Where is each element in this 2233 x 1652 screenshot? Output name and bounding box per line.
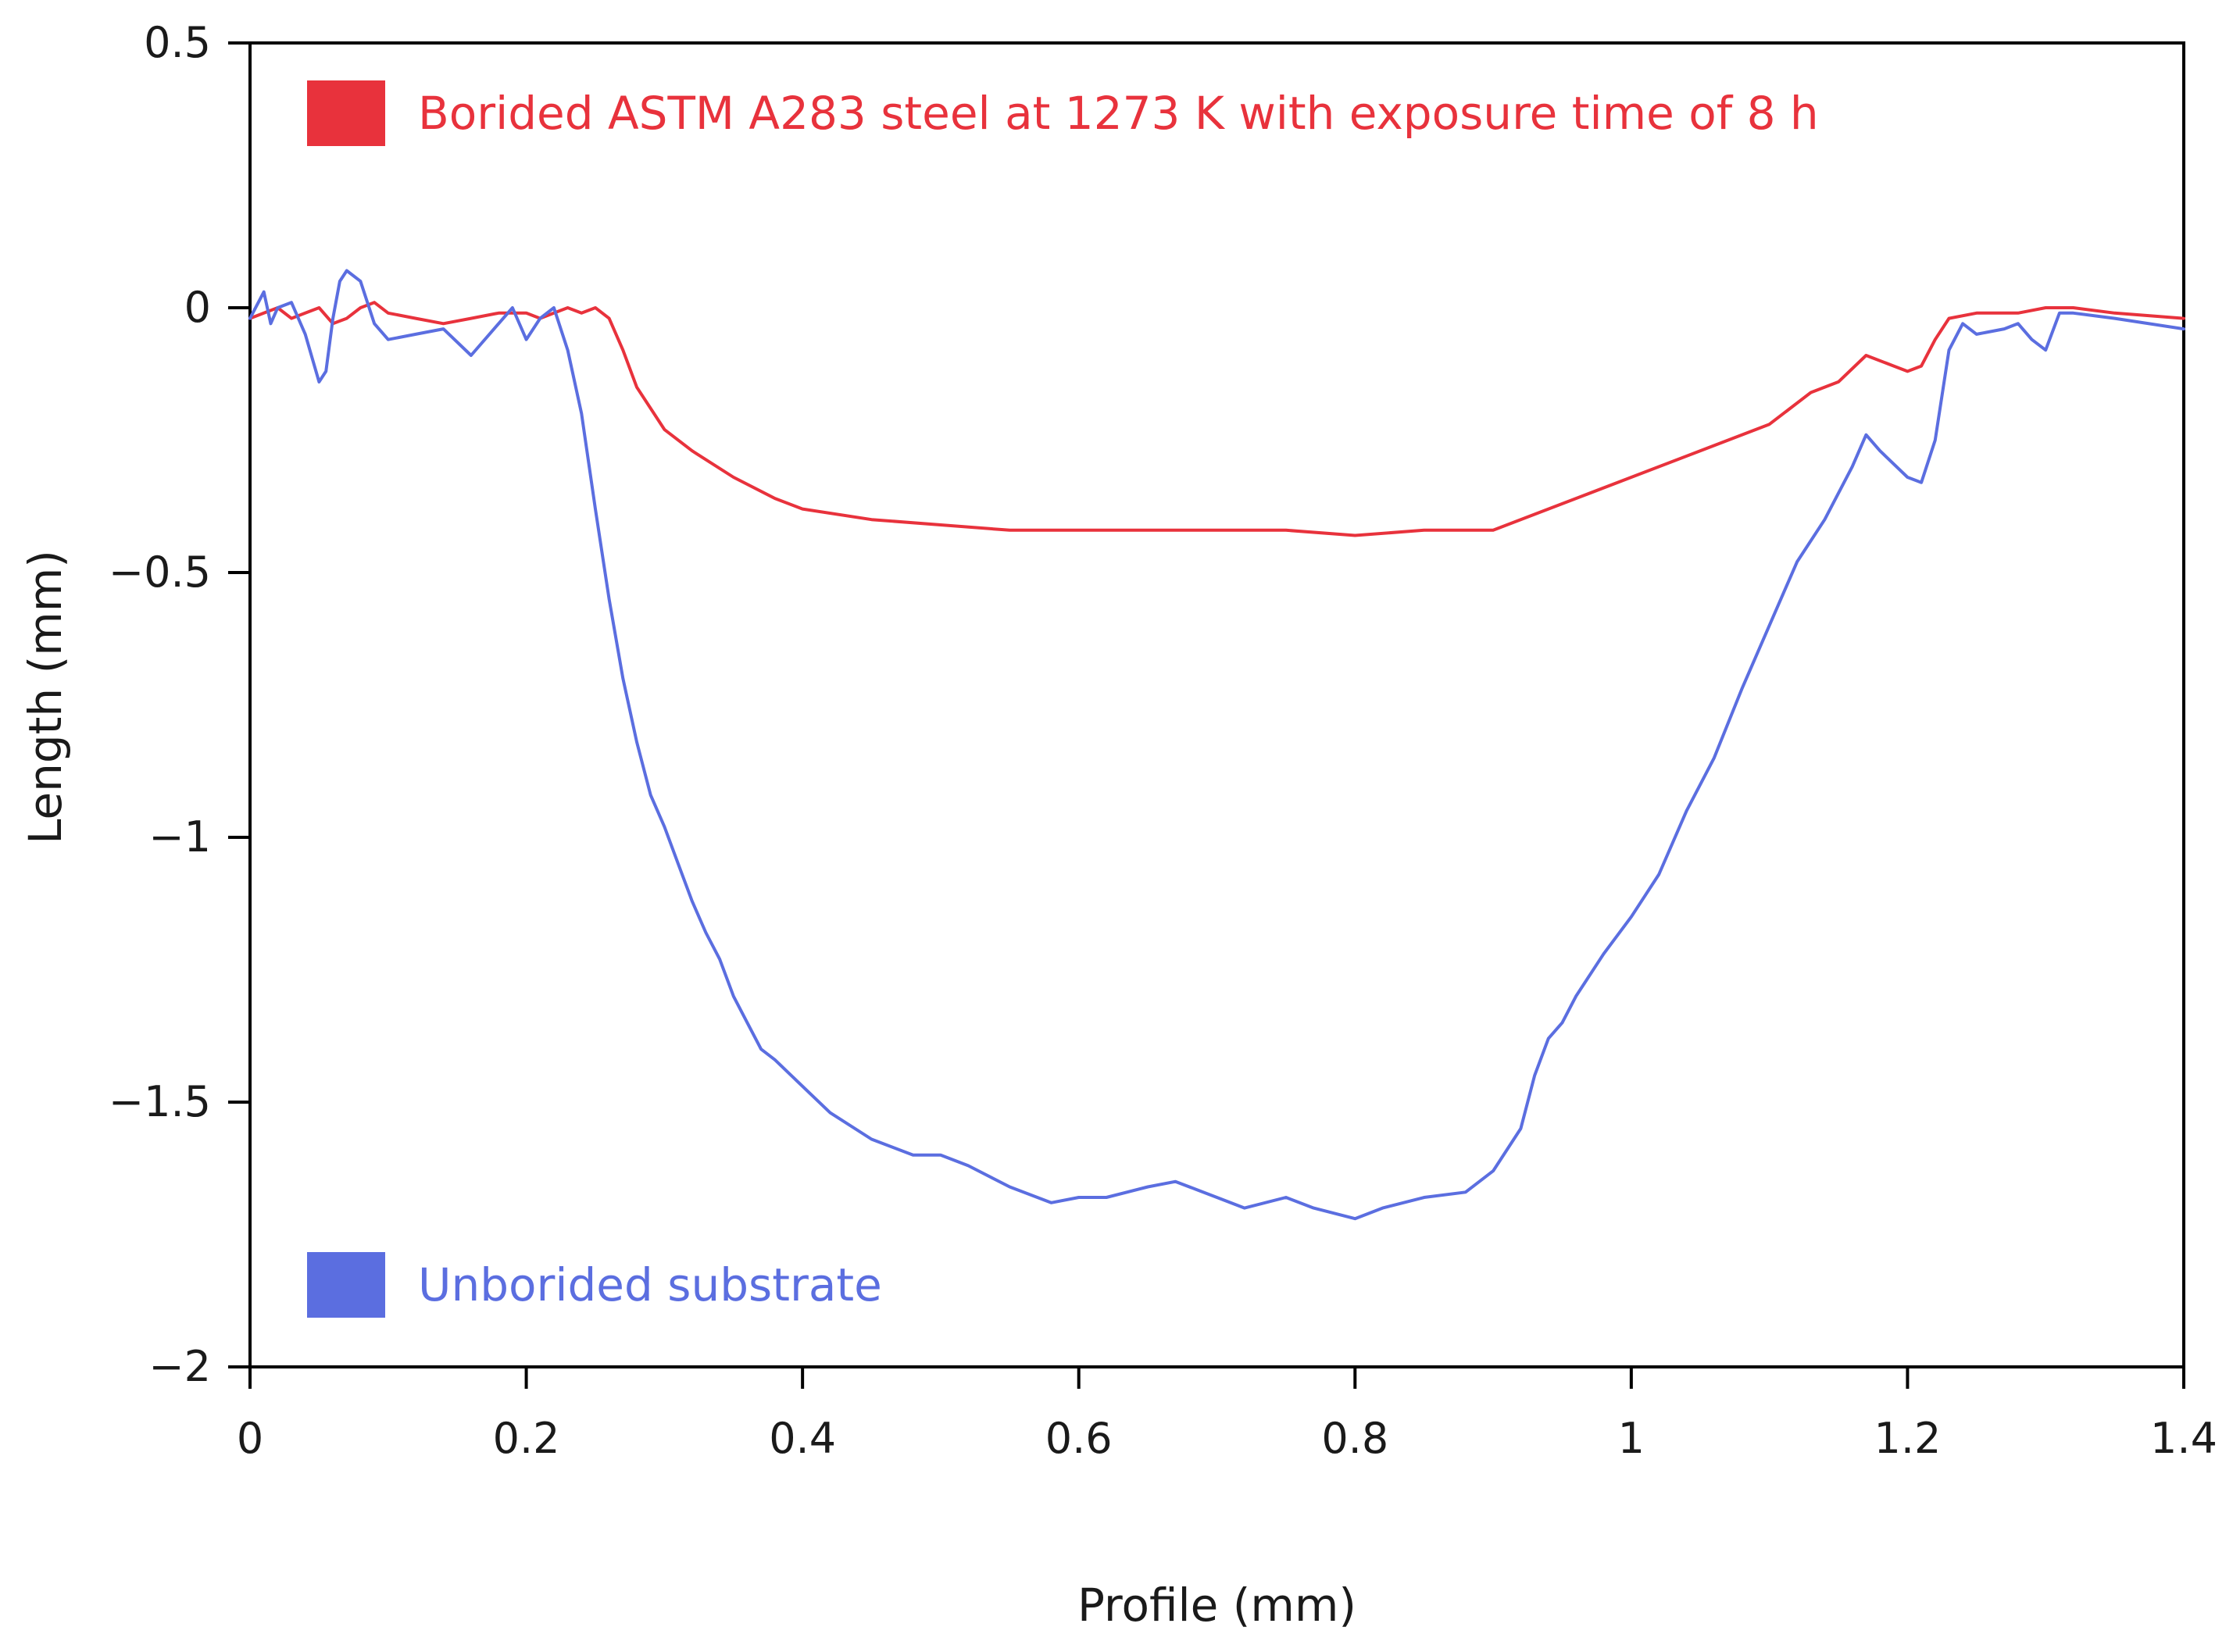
y-axis-title: Length (mm): [19, 550, 72, 844]
y-tick-label: −1: [148, 812, 211, 862]
x-axis-title: Profile (mm): [1077, 1579, 1356, 1632]
y-tick-label: −2: [148, 1342, 211, 1391]
y-tick-label: −1.5: [109, 1077, 211, 1126]
y-tick-label: 0.5: [144, 18, 211, 67]
x-tick-label: 0.4: [769, 1414, 836, 1463]
y-axis: 0.5 0 −0.5 −1 −1.5 −2: [109, 18, 250, 1391]
plot-area-frame: [248, 41, 2185, 1368]
x-tick-label: 1: [1618, 1414, 1645, 1463]
y-tick-label: 0: [184, 283, 211, 332]
x-tick-label: 0.6: [1045, 1414, 1113, 1463]
legend: Borided ASTM A283 steel at 1273 K with e…: [307, 80, 1819, 1318]
legend-swatch-2: [307, 1252, 385, 1318]
legend-swatch-1: [307, 80, 385, 146]
x-tick-label: 0: [237, 1414, 263, 1463]
series-line-2: [248, 269, 2185, 1221]
x-tick-label: 1.4: [2150, 1414, 2217, 1463]
x-axis: 0 0.2 0.4 0.6 0.8 1 1.2 1.4: [237, 1367, 2217, 1463]
x-tick-label: 0.8: [1321, 1414, 1388, 1463]
x-tick-label: 0.2: [493, 1414, 560, 1463]
series-line-1: [248, 301, 2185, 537]
legend-label-2: Unborided substrate: [418, 1258, 882, 1311]
series-layer: [248, 269, 2185, 1221]
legend-label-1: Borided ASTM A283 steel at 1273 K with e…: [418, 87, 1819, 140]
y-tick-label: −0.5: [109, 548, 211, 597]
x-tick-label: 1.2: [1874, 1414, 1941, 1463]
